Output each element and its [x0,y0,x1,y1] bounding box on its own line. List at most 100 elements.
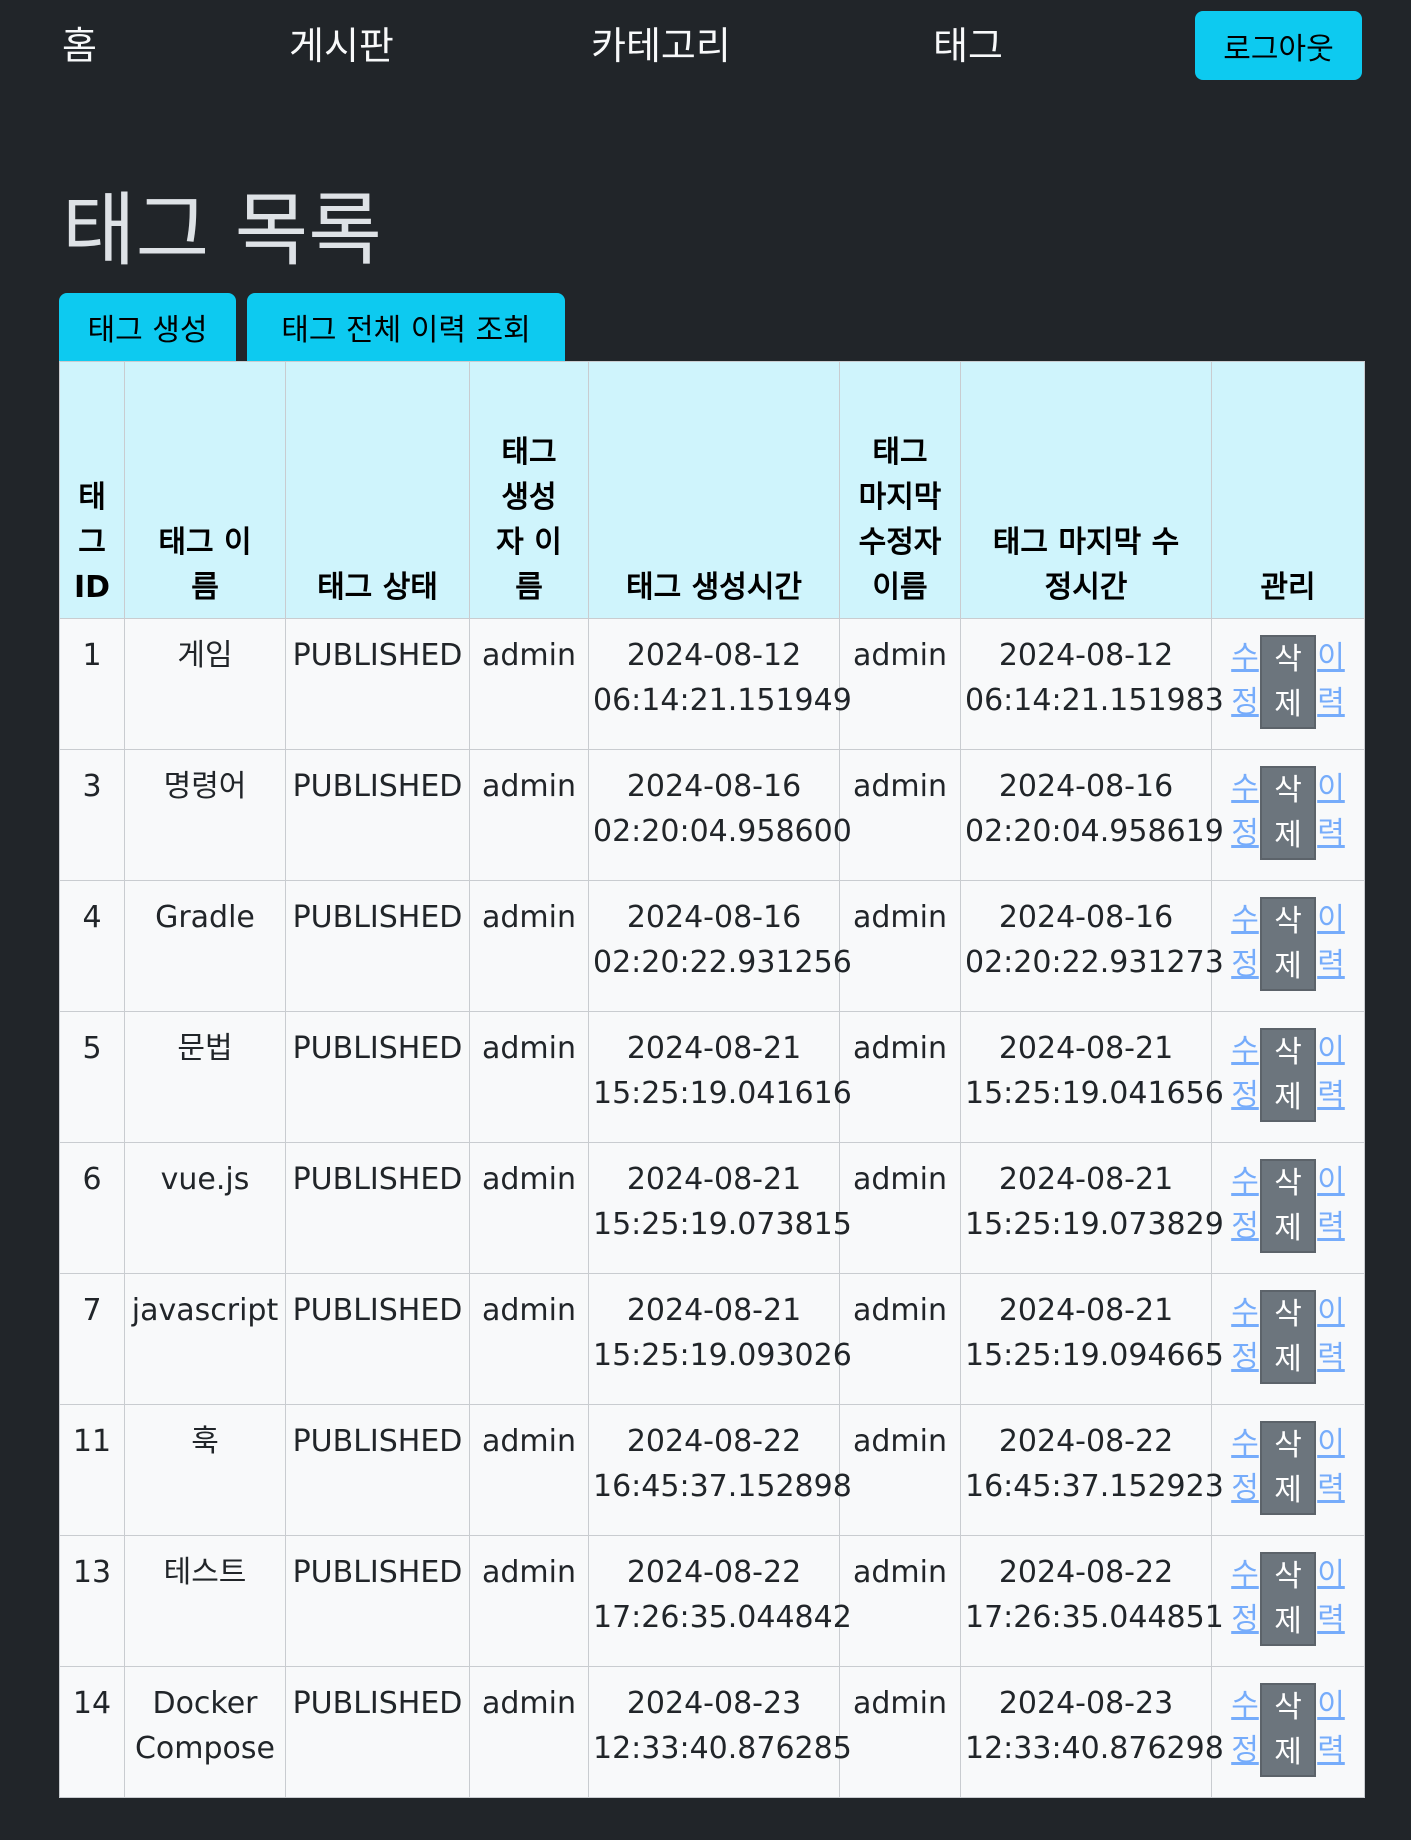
cell-tag-modified-time: 2024-08-21 15:25:19.094665 [960,1273,1224,1405]
edit-link[interactable]: 수정 [1231,1688,1259,1768]
cell-manage: 수정 삭제 이력 [1211,1666,1365,1798]
cell-tag-id: 5 [59,1011,125,1143]
history-link[interactable]: 이력 [1317,771,1345,851]
edit-link[interactable]: 수정 [1231,1557,1259,1637]
cell-tag-created-time: 2024-08-21 15:25:19.073815 [588,1142,852,1274]
edit-link[interactable]: 수정 [1231,1426,1259,1506]
history-link[interactable]: 이력 [1317,1164,1345,1244]
cell-tag-name: 문법 [124,1011,286,1143]
cell-tag-id: 13 [59,1535,125,1667]
history-link[interactable]: 이력 [1317,1557,1345,1637]
nav-tag[interactable]: 태그 [933,24,1003,68]
cell-tag-creator: admin [469,1666,589,1798]
cell-tag-status: PUBLISHED [285,618,470,750]
cell-tag-modifier: admin [839,749,961,881]
cell-tag-name: 명령어 [124,749,286,881]
table-row: 1 게임 PUBLISHED admin 2024-08-12 06:14:21.151… [59,618,1365,750]
cell-tag-name: Docker Compose [124,1666,286,1798]
nav-category[interactable]: 카테고리 [591,24,731,68]
cell-tag-status: PUBLISHED [285,1142,470,1274]
header-manage: 관리 [1211,361,1365,619]
cell-manage: 수정 삭제 이력 [1211,1535,1365,1667]
cell-manage: 수정 삭제 이력 [1211,1273,1365,1405]
cell-manage: 수정 삭제 이력 [1211,1011,1365,1143]
manage-actions: 수정 삭제 이력 [1216,1681,1360,1777]
history-link[interactable]: 이력 [1317,1426,1345,1506]
manage-actions: 수정 삭제 이력 [1216,1550,1360,1646]
cell-tag-created-time: 2024-08-16 02:20:22.931256 [588,880,852,1012]
cell-manage: 수정 삭제 이력 [1211,749,1365,881]
history-link[interactable]: 이력 [1317,640,1345,720]
delete-button[interactable]: 삭제 [1260,897,1316,991]
cell-tag-modified-time: 2024-08-22 17:26:35.044851 [960,1535,1224,1667]
cell-tag-modifier: admin [839,1011,961,1143]
cell-tag-modifier: admin [839,880,961,1012]
delete-button[interactable]: 삭제 [1260,1159,1316,1253]
nav-home[interactable]: 홈 [62,24,97,68]
table-row: 4 Gradle PUBLISHED admin 2024-08-16 02:20:22… [59,880,1365,1012]
header-tag-modified-time: 태그 마지막 수정시간 [960,361,1212,619]
cell-tag-created-time: 2024-08-12 06:14:21.151949 [588,618,852,750]
edit-link[interactable]: 수정 [1231,640,1259,720]
delete-button[interactable]: 삭제 [1260,1683,1316,1777]
table-row: 11 훅 PUBLISHED admin 2024-08-22 16:45:37.152… [59,1404,1365,1536]
delete-button[interactable]: 삭제 [1260,1028,1316,1122]
header-tag-modifier: 태그 마지막 수정자 이름 [839,361,961,619]
manage-actions: 수정 삭제 이력 [1216,1026,1360,1122]
edit-link[interactable]: 수정 [1231,1295,1259,1375]
cell-tag-status: PUBLISHED [285,1273,470,1405]
header-tag-id: 태그 ID [59,361,125,619]
cell-tag-creator: admin [469,1535,589,1667]
manage-actions: 수정 삭제 이력 [1216,633,1360,729]
cell-tag-status: PUBLISHED [285,1666,470,1798]
create-tag-button[interactable]: 태그 생성 [59,293,236,361]
cell-tag-id: 7 [59,1273,125,1405]
table-row: 3 명령어 PUBLISHED admin 2024-08-16 02:20:04.95… [59,749,1365,881]
cell-tag-status: PUBLISHED [285,880,470,1012]
cell-tag-modified-time: 2024-08-12 06:14:21.151983 [960,618,1224,750]
header-tag-creator: 태그 생성자 이름 [469,361,589,619]
cell-tag-name: 게임 [124,618,286,750]
cell-tag-status: PUBLISHED [285,749,470,881]
cell-tag-status: PUBLISHED [285,1404,470,1536]
cell-tag-id: 6 [59,1142,125,1274]
cell-tag-created-time: 2024-08-22 17:26:35.044842 [588,1535,852,1667]
delete-button[interactable]: 삭제 [1260,1552,1316,1646]
cell-tag-created-time: 2024-08-22 16:45:37.152898 [588,1404,852,1536]
logout-button[interactable]: 로그아웃 [1195,11,1362,80]
cell-tag-name: 테스트 [124,1535,286,1667]
nav-board[interactable]: 게시판 [289,24,394,68]
cell-tag-status: PUBLISHED [285,1011,470,1143]
cell-tag-modifier: admin [839,1273,961,1405]
edit-link[interactable]: 수정 [1231,1164,1259,1244]
header-tag-created-time: 태그 생성시간 [588,361,840,619]
history-link[interactable]: 이력 [1317,1033,1345,1113]
edit-link[interactable]: 수정 [1231,771,1259,851]
edit-link[interactable]: 수정 [1231,902,1259,982]
tag-history-all-button[interactable]: 태그 전체 이력 조회 [247,293,565,361]
history-link[interactable]: 이력 [1317,1295,1345,1375]
cell-tag-created-time: 2024-08-21 15:25:19.041616 [588,1011,852,1143]
table-header-row: 태그 ID 태그 이름 태그 상태 태그 생성자 이름 태그 생성시간 태그 마… [59,361,1365,619]
delete-button[interactable]: 삭제 [1260,635,1316,729]
delete-button[interactable]: 삭제 [1260,1421,1316,1515]
delete-button[interactable]: 삭제 [1260,766,1316,860]
history-link[interactable]: 이력 [1317,1688,1345,1768]
edit-link[interactable]: 수정 [1231,1033,1259,1113]
cell-tag-creator: admin [469,1011,589,1143]
history-link[interactable]: 이력 [1317,902,1345,982]
cell-tag-creator: admin [469,1142,589,1274]
cell-tag-status: PUBLISHED [285,1535,470,1667]
cell-tag-name: Gradle [124,880,286,1012]
page-title: 태그 목록 [62,184,382,277]
manage-actions: 수정 삭제 이력 [1216,764,1360,860]
cell-tag-creator: admin [469,618,589,750]
manage-actions: 수정 삭제 이력 [1216,1419,1360,1515]
cell-manage: 수정 삭제 이력 [1211,880,1365,1012]
cell-tag-id: 1 [59,618,125,750]
cell-tag-id: 11 [59,1404,125,1536]
delete-button[interactable]: 삭제 [1260,1290,1316,1384]
manage-actions: 수정 삭제 이력 [1216,1288,1360,1384]
cell-tag-modifier: admin [839,1404,961,1536]
tag-table: 태그 ID 태그 이름 태그 상태 태그 생성자 이름 태그 생성시간 태그 마… [59,361,1365,1798]
